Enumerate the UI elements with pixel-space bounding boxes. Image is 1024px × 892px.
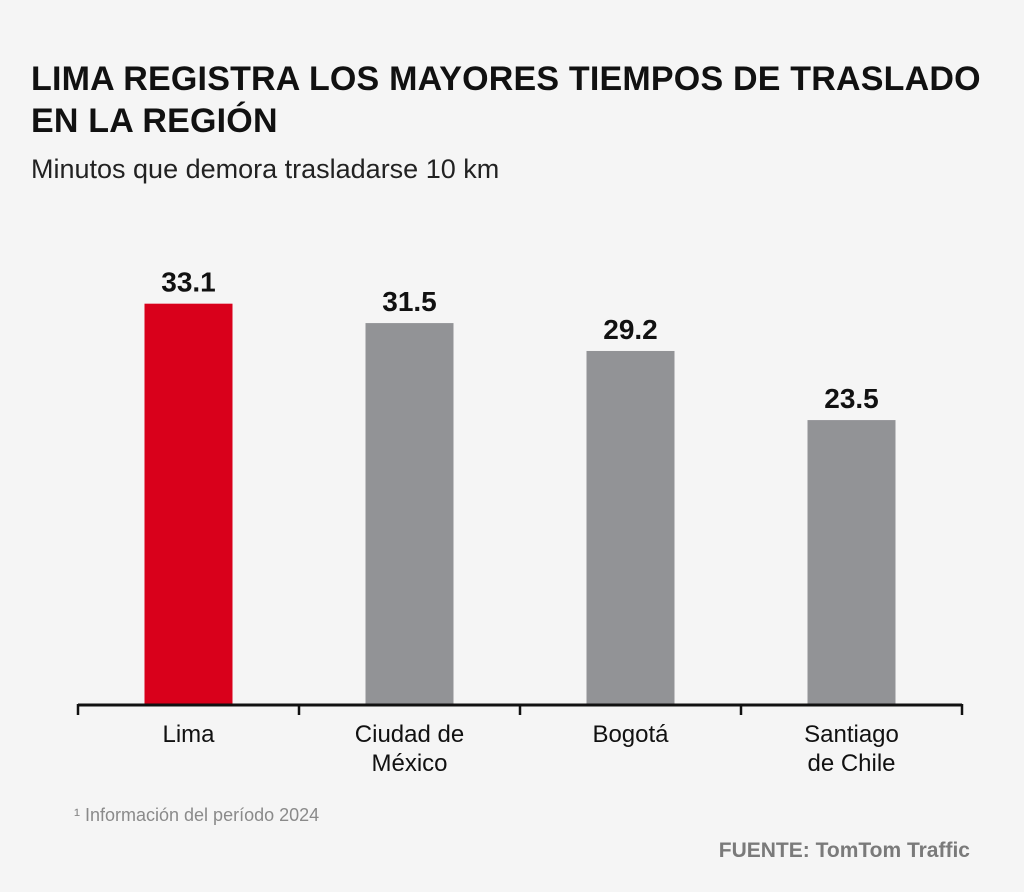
chart-subtitle: Minutos que demora trasladarse 10 km	[31, 154, 500, 184]
bar-2	[586, 350, 675, 705]
category-label-2: Bogotá	[592, 721, 669, 748]
data-label-2: 29.2	[603, 314, 658, 345]
footnote: ¹ Información del período 2024	[74, 805, 320, 825]
bar-0	[144, 303, 233, 705]
chart-title: LIMA REGISTRA LOS MAYORES TIEMPOS DE TRA…	[31, 60, 981, 140]
category-label-1: Ciudad de México	[355, 721, 464, 777]
bar-1	[365, 323, 454, 705]
source-credit: FUENTE: TomTom Traffic	[718, 839, 970, 862]
data-label-0: 33.1	[161, 267, 216, 298]
bar-3	[807, 420, 896, 705]
data-label-3: 23.5	[824, 383, 879, 414]
category-label-3: Santiago de Chile	[804, 721, 899, 777]
data-label-1: 31.5	[382, 286, 437, 317]
category-label-0: Lima	[162, 721, 215, 748]
